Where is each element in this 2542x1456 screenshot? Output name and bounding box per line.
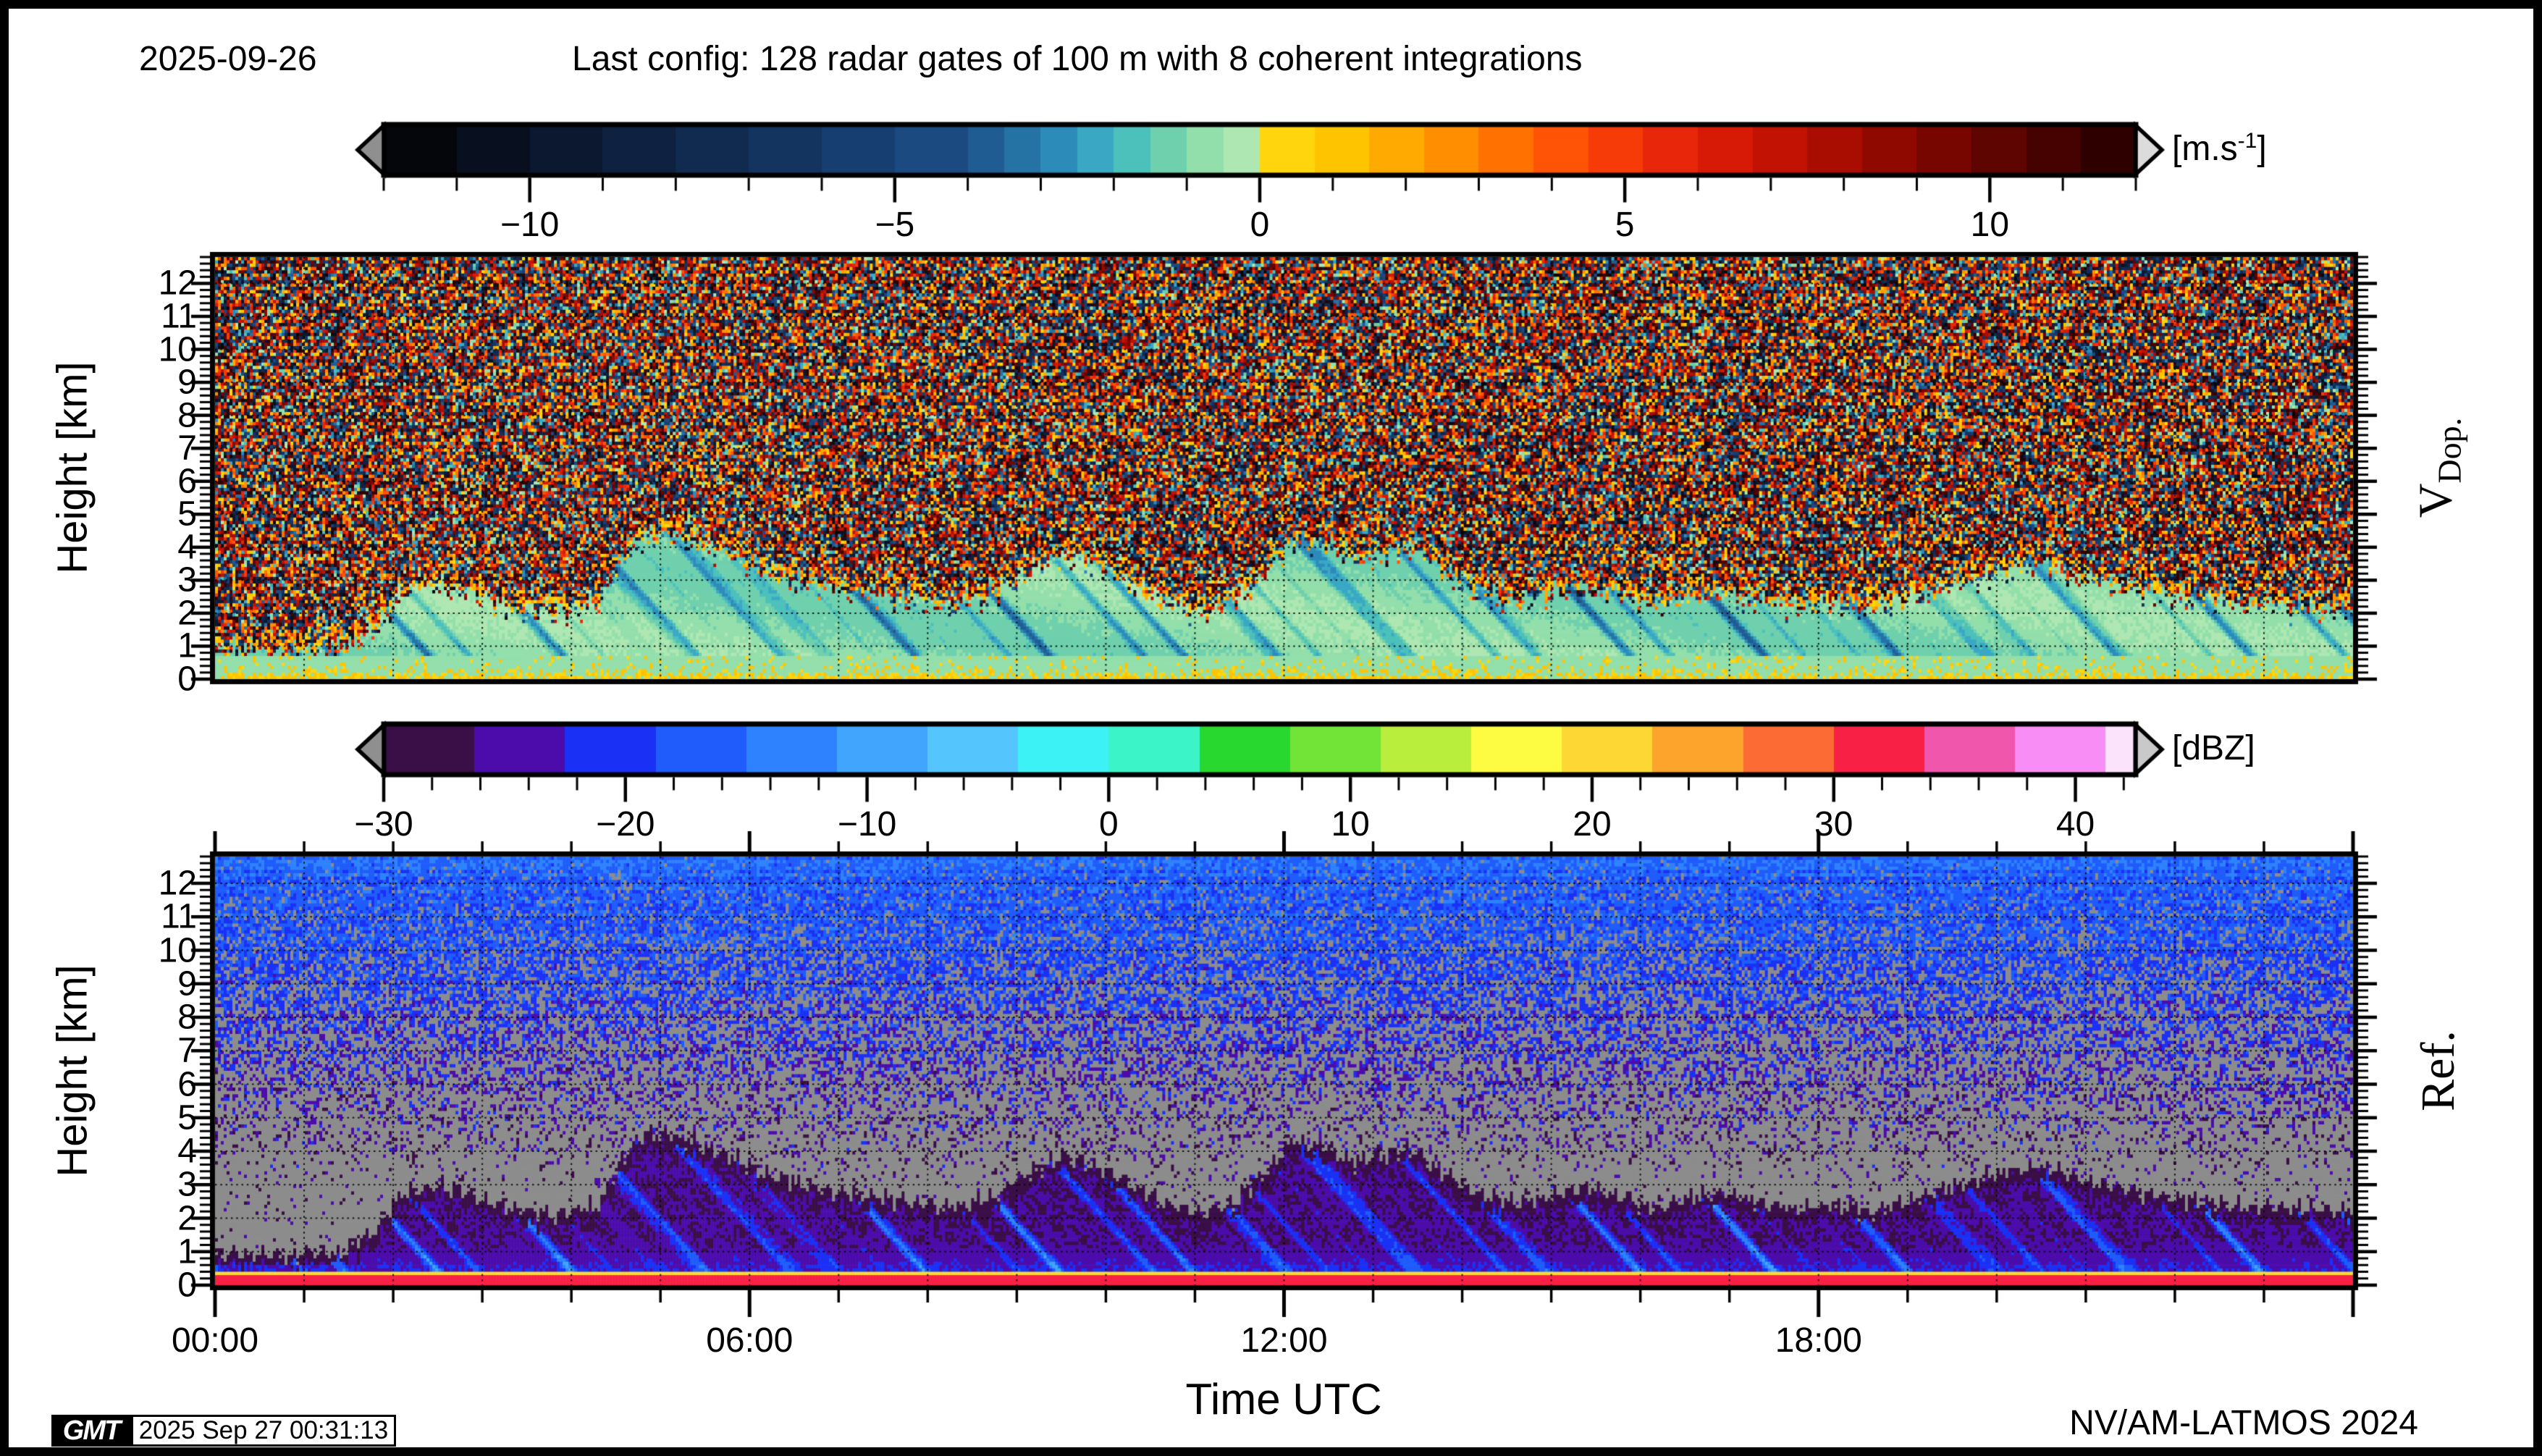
config-title: Last config: 128 radar gates of 100 m wi… bbox=[572, 40, 1583, 78]
doppler-panel-label: VDop. bbox=[2409, 418, 2469, 518]
tick-label: 40 bbox=[2055, 805, 2095, 843]
tick-label: 30 bbox=[1814, 805, 1853, 843]
tick-label: 12 bbox=[158, 264, 197, 303]
doppler-heatmap-canvas bbox=[215, 257, 2353, 679]
height-axis-label-top: Height [km] bbox=[49, 361, 96, 574]
tick-label: 00:00 bbox=[171, 1321, 259, 1360]
date-label: 2025-09-26 bbox=[139, 40, 317, 78]
velocity-unit-label: [m.s-1] bbox=[2172, 129, 2267, 169]
reflectivity-heatmap-canvas bbox=[215, 857, 2353, 1285]
render-timestamp: 2025 Sep 27 00:31:13 bbox=[131, 1415, 396, 1447]
unit-suffix: ] bbox=[2257, 130, 2267, 168]
tick-label: 0 bbox=[1099, 805, 1119, 843]
tick-label: 10 bbox=[1331, 805, 1370, 843]
credit-text: NV/AM-LATMOS 2024 bbox=[2069, 1404, 2418, 1442]
tick-label: 0 bbox=[1250, 206, 1270, 244]
tick-label: −5 bbox=[875, 206, 915, 244]
tick-label: 06:00 bbox=[706, 1321, 794, 1360]
tick-label: 18:00 bbox=[1775, 1321, 1862, 1360]
tick-label: 5 bbox=[1615, 206, 1635, 244]
height-axis-label-bottom: Height [km] bbox=[49, 964, 96, 1177]
time-axis-label: Time UTC bbox=[1185, 1375, 1382, 1423]
tick-label: −30 bbox=[354, 805, 413, 843]
unit-superscript: -1 bbox=[2237, 129, 2257, 153]
vdop-subscript: Dop. bbox=[2431, 417, 2468, 484]
tick-label: 20 bbox=[1573, 805, 1612, 843]
dbz-unit-label: [dBZ] bbox=[2172, 729, 2255, 767]
unit-prefix: [m.s bbox=[2172, 130, 2238, 168]
vdop-main: V bbox=[2409, 483, 2462, 518]
tick-label: 12:00 bbox=[1240, 1321, 1328, 1360]
tick-label: 10 bbox=[1970, 206, 2010, 244]
reflectivity-panel-label: Ref. bbox=[2412, 1030, 2465, 1111]
gmt-logo: GMT bbox=[51, 1415, 131, 1447]
tick-label: 12 bbox=[158, 864, 197, 903]
tick-label: −10 bbox=[837, 805, 897, 843]
tick-label: −10 bbox=[500, 206, 560, 244]
tick-label: −20 bbox=[596, 805, 655, 843]
dbz-colorbar-canvas bbox=[340, 719, 2194, 817]
velocity-colorbar-canvas bbox=[340, 119, 2194, 217]
